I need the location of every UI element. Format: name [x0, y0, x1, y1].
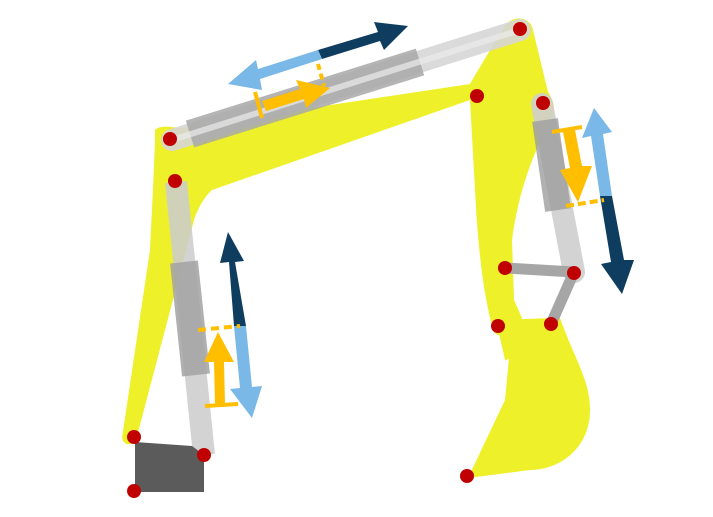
left-hydraulic-cylinder: [165, 180, 215, 457]
joint-pin-icon: [498, 261, 512, 275]
right-cylinder-piston: [532, 118, 571, 212]
upper-force-arrow-icon: [253, 63, 330, 119]
joint-pin-icon: [163, 132, 177, 146]
upper-cylinder-arrows: [228, 22, 408, 119]
left-cylinder-arrows: [197, 232, 262, 418]
joint-pin-icon: [567, 266, 581, 280]
base-mount-block: [135, 442, 204, 492]
left-cylinder-piston: [170, 260, 210, 377]
bucket-link-diagonal: [545, 266, 580, 330]
right-force-arrow-icon: [551, 125, 605, 208]
joint-pin-icon: [460, 469, 474, 483]
joint-pin-icon: [513, 22, 527, 36]
joint-pin-icon: [544, 317, 558, 331]
upper-cylinder-highlight: [171, 27, 521, 143]
bucket-linkage-rods: [499, 262, 580, 330]
joint-pin-icon: [536, 96, 550, 110]
extension-arrow-icon: [220, 232, 246, 326]
left-force-arrow-icon: [197, 324, 241, 408]
joint-pin-icon: [168, 174, 182, 188]
retraction-arrow-icon: [230, 326, 262, 418]
retraction-arrow-icon: [582, 108, 612, 196]
retraction-arrow-icon: [228, 50, 322, 90]
joint-pin-icon: [197, 448, 211, 462]
bucket-neck: [496, 318, 560, 360]
joint-pins: [127, 22, 581, 498]
right-cylinder-arrows: [551, 108, 634, 294]
bucket-body: [468, 318, 590, 478]
joint-pin-icon: [491, 319, 505, 333]
extension-arrow-icon: [318, 22, 408, 59]
right-hydraulic-cylinder: [531, 93, 585, 283]
joint-pin-icon: [470, 89, 484, 103]
joint-pin-icon: [127, 484, 141, 498]
joint-pin-icon: [127, 430, 141, 444]
bucket-link-horizontal: [499, 262, 580, 278]
extension-arrow-icon: [600, 196, 634, 294]
